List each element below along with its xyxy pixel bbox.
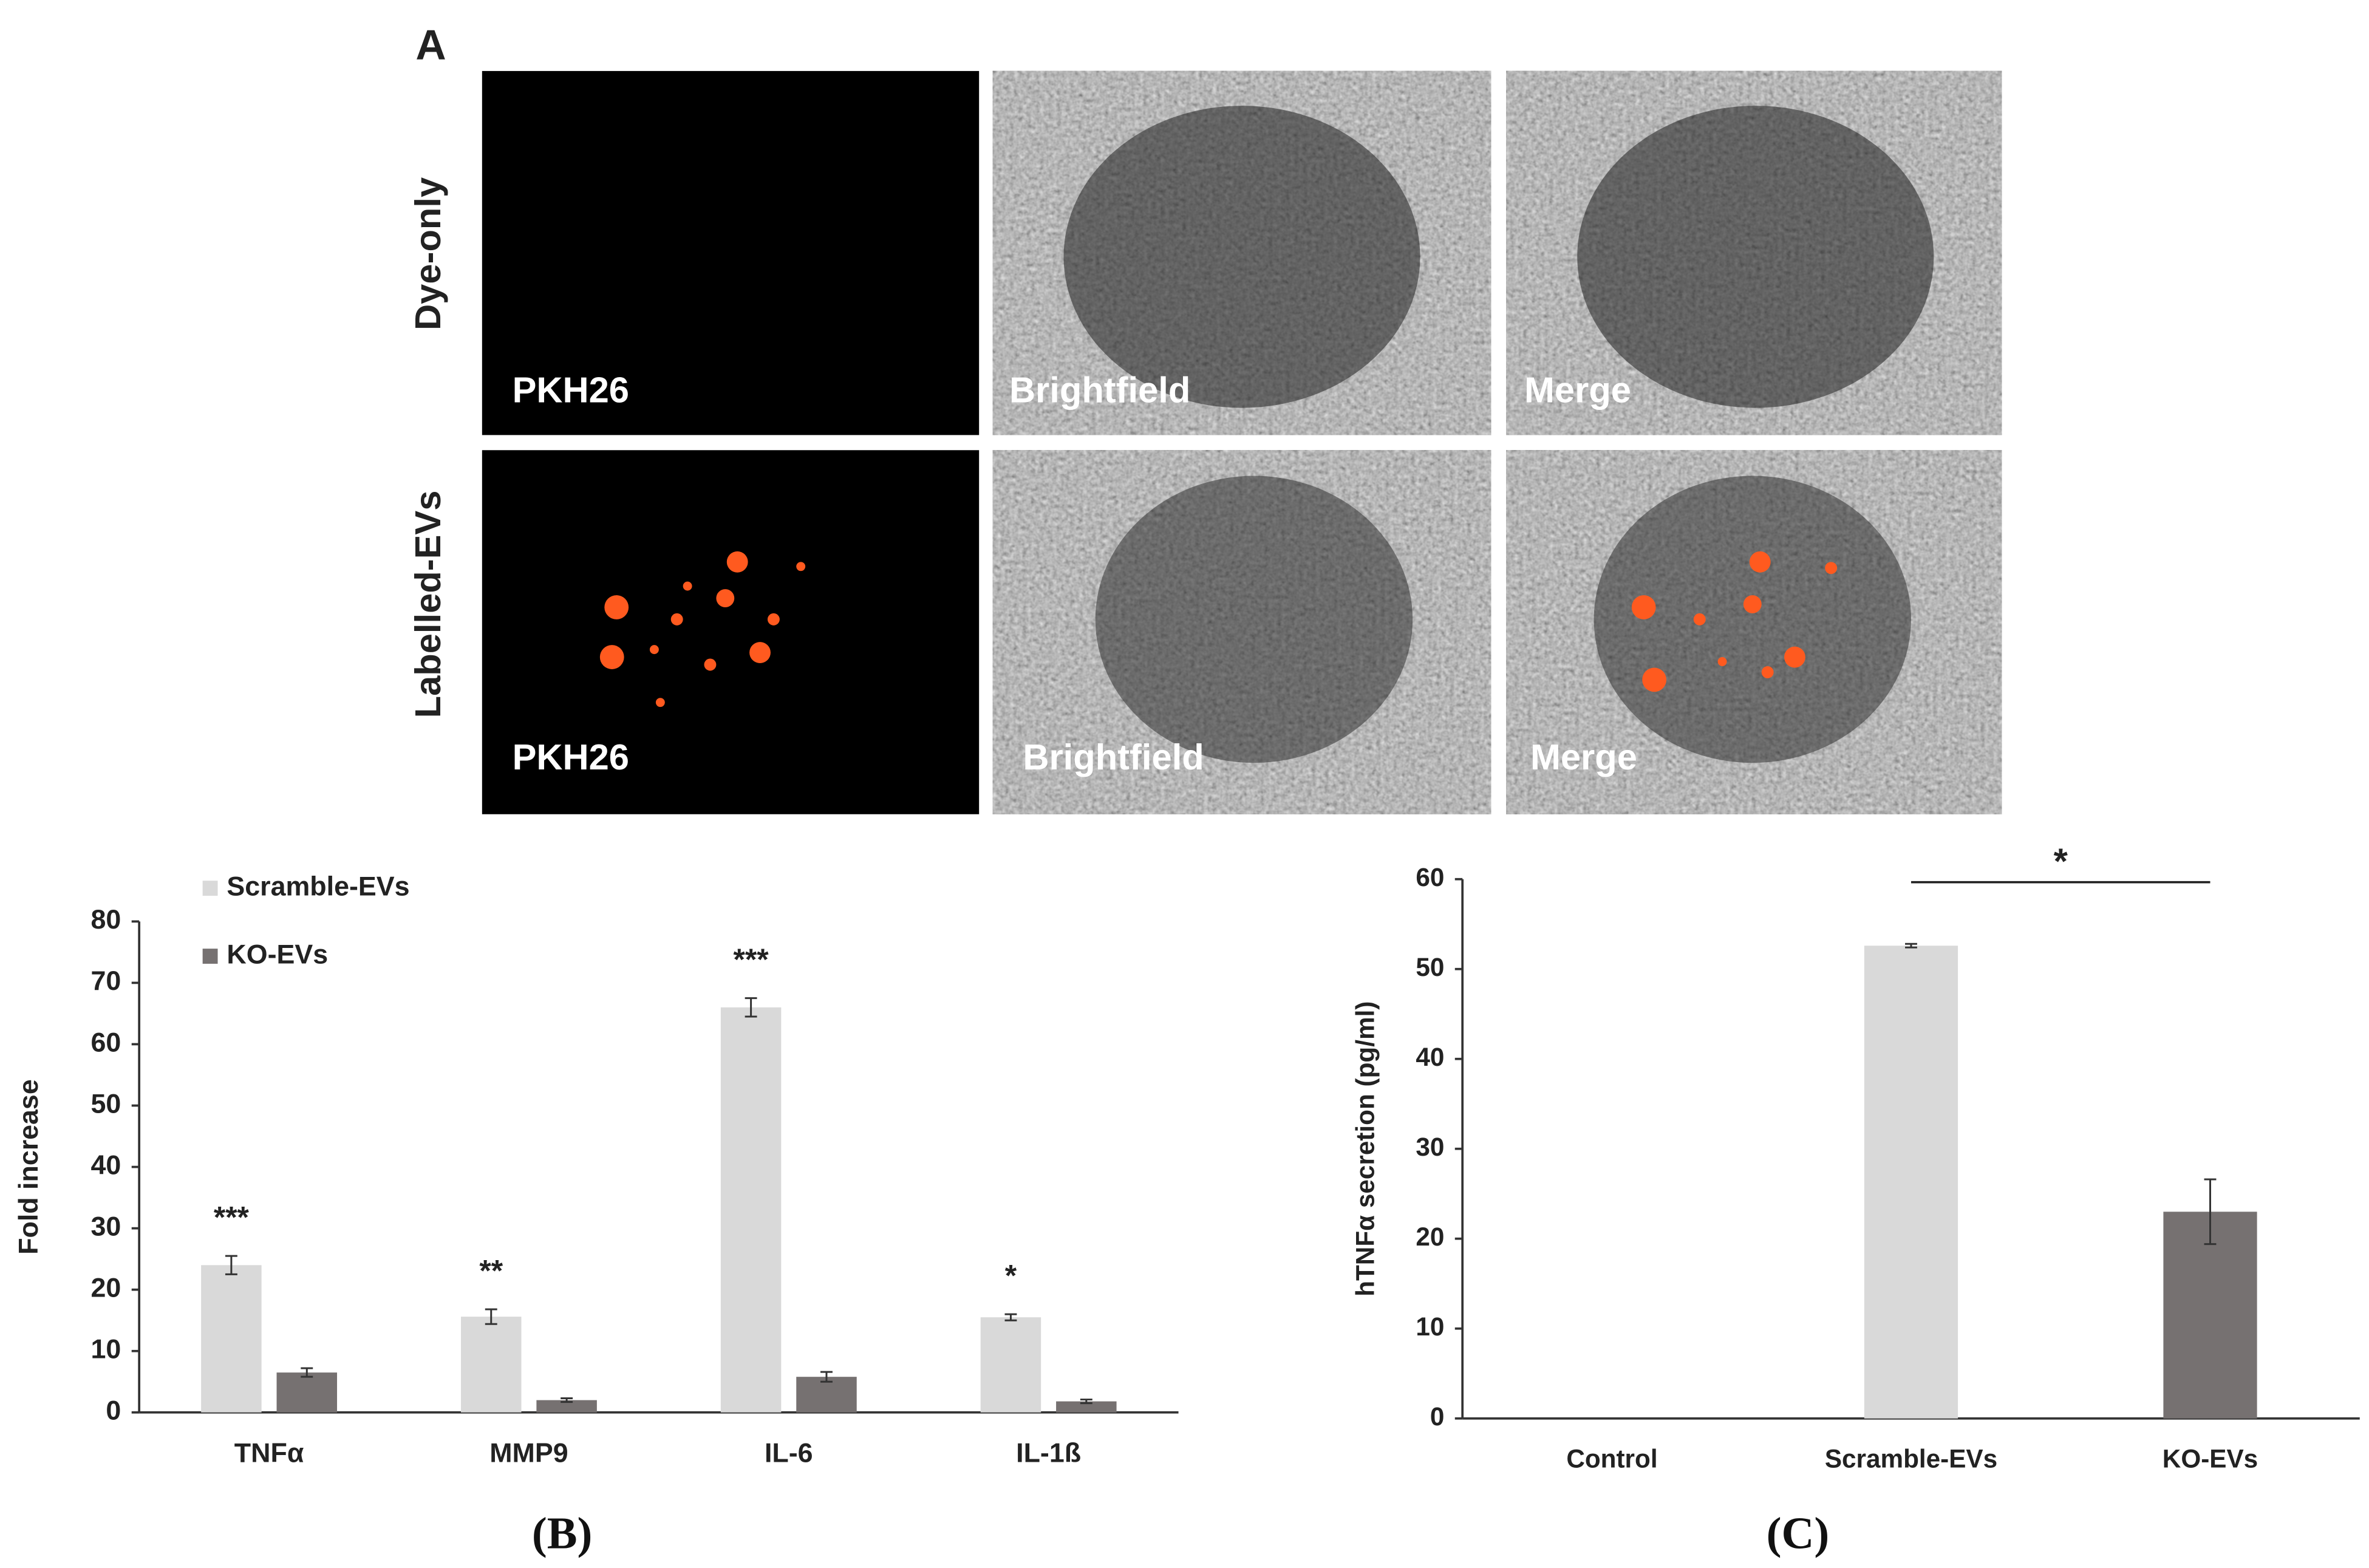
- bar: [536, 1400, 597, 1413]
- y-tick-label: 10: [91, 1334, 121, 1365]
- x-tick-label: MMP9: [489, 1437, 568, 1468]
- dye-spots: [599, 551, 806, 707]
- x-tick-label: Scramble-EVs: [1825, 1445, 1997, 1473]
- bar: [1056, 1401, 1117, 1413]
- caption: (C): [1767, 1508, 1830, 1558]
- legend-label: KO-EVs: [227, 939, 328, 969]
- y-axis-label: Fold increase: [13, 1079, 44, 1255]
- x-tick-label: KO-EVs: [2163, 1445, 2258, 1473]
- y-tick-label: 0: [106, 1396, 121, 1426]
- x-tick-label: IL-1ß: [1016, 1437, 1081, 1468]
- bar: [720, 1007, 782, 1413]
- y-tick-label: 0: [1430, 1402, 1445, 1431]
- image-label: Brightfield: [1009, 370, 1190, 411]
- y-tick-label: 60: [91, 1027, 121, 1057]
- y-tick-label: 50: [91, 1088, 121, 1119]
- image-label: PKH26: [513, 370, 629, 411]
- significance-label: ***: [214, 1201, 250, 1235]
- y-tick-label: 50: [1416, 953, 1444, 981]
- y-tick-label: 60: [1416, 863, 1444, 891]
- caption: (B): [532, 1508, 592, 1558]
- y-tick-label: 20: [1416, 1222, 1444, 1251]
- bar: [2163, 1212, 2257, 1419]
- y-tick-label: 10: [1416, 1312, 1444, 1341]
- dye-spots: [1631, 551, 1838, 692]
- y-tick-label: 30: [91, 1211, 121, 1241]
- legend-label: Scramble-EVs: [227, 871, 409, 901]
- significance-label: **: [479, 1253, 503, 1287]
- cell: [1577, 106, 1934, 408]
- y-tick-label: 20: [91, 1273, 121, 1303]
- legend-swatch: [202, 881, 218, 896]
- image-label: Merge: [1524, 370, 1631, 411]
- y-tick-label: 80: [91, 904, 121, 935]
- y-tick-label: 40: [91, 1150, 121, 1180]
- row-label: Labelled-EVs: [407, 491, 448, 718]
- bar: [460, 1317, 522, 1413]
- x-tick-label: TNFα: [234, 1437, 304, 1468]
- significance-label: ***: [734, 943, 769, 977]
- y-axis-label: hTNFα secretion (pg/ml): [1351, 1001, 1380, 1297]
- y-tick-label: 70: [91, 966, 121, 996]
- cell: [1063, 106, 1420, 408]
- cell: [1594, 476, 1911, 763]
- significance-label: *: [1005, 1259, 1017, 1293]
- row-label: Dye-only: [407, 177, 448, 330]
- bar: [1864, 946, 1958, 1419]
- bar: [201, 1265, 262, 1413]
- bar: [796, 1377, 857, 1413]
- y-tick-label: 40: [1416, 1043, 1444, 1071]
- image-pkh26: [482, 450, 980, 814]
- image-pkh26: [482, 70, 980, 435]
- micrographs: [482, 70, 2002, 814]
- bar: [980, 1317, 1041, 1413]
- image-label: PKH26: [513, 737, 629, 777]
- cell: [1095, 476, 1413, 763]
- x-tick-label: Control: [1566, 1445, 1657, 1473]
- significance-label: *: [2054, 841, 2068, 882]
- image-label: Brightfield: [1023, 737, 1204, 777]
- y-tick-label: 30: [1416, 1133, 1444, 1161]
- x-tick-label: IL-6: [765, 1437, 813, 1468]
- legend-swatch: [202, 949, 218, 964]
- bar: [276, 1372, 338, 1413]
- panel-label: A: [415, 21, 446, 69]
- image-label: Merge: [1530, 737, 1637, 777]
